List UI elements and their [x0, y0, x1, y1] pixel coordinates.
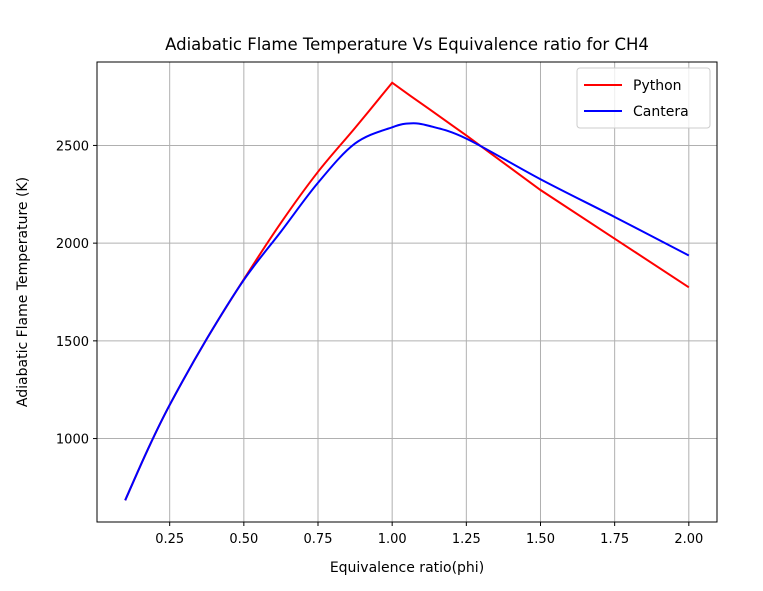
y-axis-label: Adiabatic Flame Temperature (K): [15, 177, 31, 407]
plot-frame: [96, 61, 718, 523]
y-tick-label: 2500: [56, 139, 89, 154]
legend-label: Python: [633, 78, 682, 94]
series-group: [124, 81, 690, 501]
x-axis-label: Equivalence ratio(phi): [330, 560, 484, 576]
x-tick-label: 0.75: [304, 532, 333, 547]
x-tick-label: 2.00: [674, 532, 703, 547]
x-tick-label: 1.00: [378, 532, 407, 547]
chart-title: Adiabatic Flame Temperature Vs Equivalen…: [165, 35, 649, 54]
x-tick-label: 0.25: [155, 532, 184, 547]
y-tick-label: 1000: [56, 433, 89, 448]
legend-label: Cantera: [633, 104, 689, 120]
x-tick-label: 1.75: [600, 532, 629, 547]
x-tick-label: 1.50: [526, 532, 555, 547]
x-tick-label: 0.50: [229, 532, 258, 547]
ticks: 0.25 0.50 0.75 1.00 1.25 1.50 1.75 2.00 1000 1500…: [56, 139, 703, 547]
legend-box: [576, 67, 711, 129]
y-tick-label: 1500: [56, 335, 89, 350]
legend: Python Cantera: [576, 67, 711, 129]
grid: [97, 62, 717, 522]
x-tick-label: 1.25: [452, 532, 481, 547]
y-tick-label: 2000: [56, 237, 89, 252]
series-line-cantera: [124, 122, 690, 501]
